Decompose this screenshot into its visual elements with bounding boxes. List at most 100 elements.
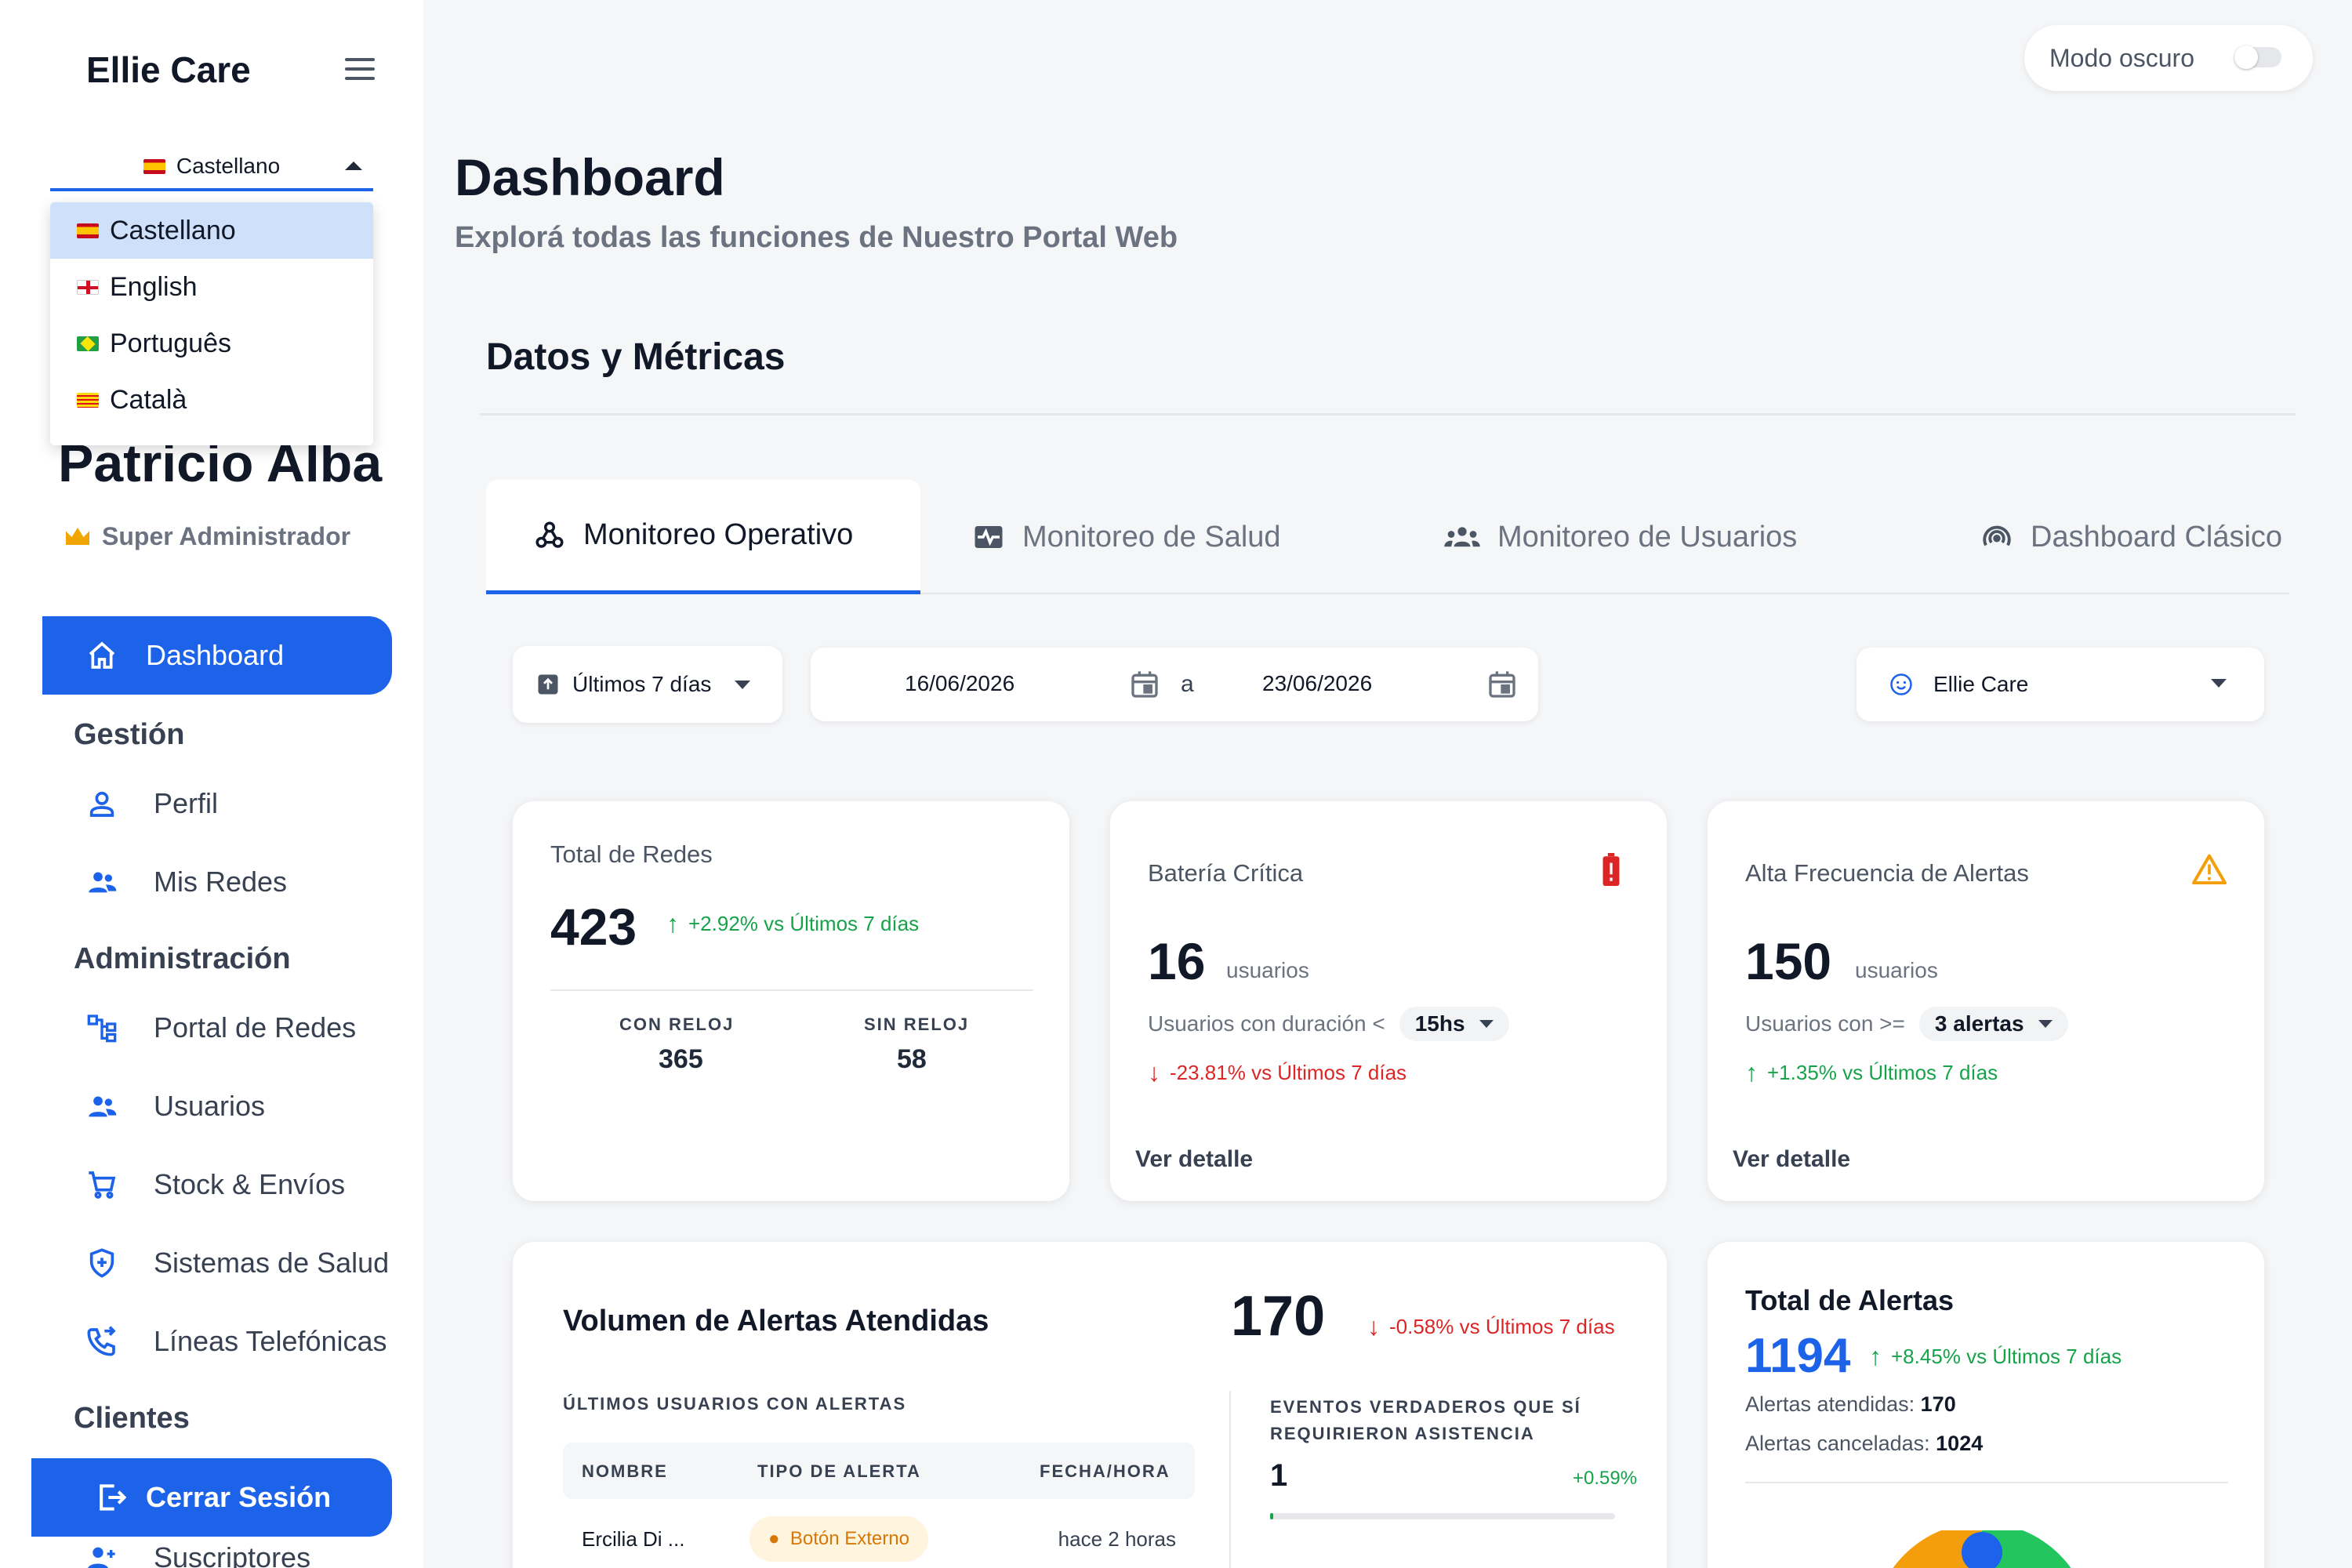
arrow-up-icon: ↑: [1745, 1058, 1758, 1087]
column-header: FECHA/HORA: [1040, 1461, 1171, 1481]
main-content: Modo oscuro Dashboard Explorá todas las …: [423, 0, 2352, 1568]
nav-section-administracion: Administración: [74, 942, 291, 975]
nav-dashboard[interactable]: Dashboard: [42, 616, 392, 695]
bateria-value: 16: [1148, 932, 1206, 990]
england-flag-icon: [77, 279, 99, 295]
smiley-logo-icon: [1890, 673, 1912, 695]
alertas-atendidas: Alertas atendidas: 170: [1745, 1392, 1956, 1416]
tab-monitoreo-usuarios[interactable]: Monitoreo de Usuarios: [1444, 480, 1797, 594]
card-total-alertas: Total de Alertas 1194 ↑ +8.45% vs Último…: [1708, 1242, 2264, 1568]
language-option-portugues[interactable]: Português: [50, 315, 373, 372]
caret-down-icon: [735, 680, 751, 689]
bateria-unit: usuarios: [1226, 958, 1309, 982]
sin-reloj-label: SIN RELOJ: [864, 1014, 970, 1034]
card-label: Total de Redes: [550, 840, 713, 868]
nav-lineas[interactable]: Líneas Telefónicas: [86, 1325, 387, 1358]
group-icon: [89, 872, 117, 893]
card-alta-frecuencia: Alta Frecuencia de Alertas 150 usuarios …: [1708, 801, 2264, 1201]
toggle-switch[interactable]: [2234, 45, 2281, 69]
card-label: Alta Frecuencia de Alertas: [1745, 859, 2029, 887]
language-option-english[interactable]: English: [50, 259, 373, 315]
nav-mis-redes[interactable]: Mis Redes: [86, 866, 287, 898]
date-range-separator: a: [1181, 671, 1194, 697]
dark-mode-toggle[interactable]: Modo oscuro: [2024, 25, 2313, 91]
language-menu: Castellano English Português Català: [50, 202, 373, 445]
row-nombre: Ercilia Di ...: [582, 1527, 685, 1551]
spain-flag-icon: [143, 158, 165, 174]
hierarchy-icon: [87, 1014, 117, 1043]
catalonia-flag-icon: [77, 392, 99, 408]
crown-icon: [66, 528, 89, 545]
monitor-heart-icon: [975, 526, 1003, 548]
total-redes-value: 423: [550, 898, 637, 956]
eventos-value: 1: [1270, 1458, 1288, 1493]
groups-icon: [1444, 527, 1480, 547]
caret-down-icon: [1479, 1020, 1494, 1028]
nav-portal-redes[interactable]: Portal de Redes: [86, 1011, 356, 1044]
con-reloj-value: 365: [659, 1044, 703, 1074]
nav-perfil[interactable]: Perfil: [86, 787, 218, 820]
language-selected: Castellano: [176, 154, 281, 178]
alert-type-badge: ● Botón Externo: [750, 1516, 928, 1562]
spain-flag-icon: [77, 223, 99, 238]
nav-suscriptores[interactable]: Suscriptores: [86, 1541, 310, 1568]
con-reloj-label: CON RELOJ: [619, 1014, 735, 1034]
logout-button[interactable]: Cerrar Sesión: [31, 1458, 392, 1537]
nav-section-gestion: Gestión: [74, 718, 185, 751]
arrow-up-icon: ↑: [1869, 1342, 1882, 1370]
date-to-input[interactable]: 23/06/2026: [1262, 671, 1373, 695]
access-point-icon: [1983, 525, 2011, 546]
duration-select[interactable]: 15hs: [1399, 1007, 1509, 1041]
tab-dashboard-clasico[interactable]: Dashboard Clásico: [1980, 480, 2282, 594]
alta-frecuencia-delta: ↑ +1.35% vs Últimos 7 días: [1745, 1058, 1998, 1087]
menu-icon[interactable]: [345, 58, 375, 80]
tab-monitoreo-salud[interactable]: Monitoreo de Salud: [972, 480, 1281, 594]
home-icon: [89, 641, 115, 669]
caret-down-icon: [2211, 679, 2227, 688]
card-bateria-critica: Batería Crítica 16 usuarios Usuarios con…: [1110, 801, 1667, 1201]
ver-detalle-link[interactable]: Ver detalle: [1135, 1146, 1254, 1172]
alta-frecuencia-filter: Usuarios con >= 3 alertas: [1745, 1007, 2068, 1041]
cart-icon: [89, 1171, 116, 1199]
language-option-castellano[interactable]: Castellano: [50, 202, 373, 259]
alertas-canceladas: Alertas canceladas: 1024: [1745, 1432, 1984, 1455]
shield-plus-icon: [89, 1248, 114, 1278]
nav-sistemas-salud[interactable]: Sistemas de Salud: [86, 1247, 389, 1279]
card-label: Batería Crítica: [1148, 859, 1304, 887]
date-range: 16/06/2026 a 23/06/2026: [811, 648, 1538, 721]
calendar-icon[interactable]: [1486, 668, 1518, 701]
card-divider: [550, 989, 1033, 991]
caret-up-icon: [345, 162, 362, 170]
ver-detalle-link[interactable]: Ver detalle: [1733, 1146, 1851, 1172]
nav-stock[interactable]: Stock & Envíos: [86, 1168, 345, 1201]
page-title: Dashboard: [455, 148, 725, 206]
tab-monitoreo-operativo[interactable]: Monitoreo Operativo: [486, 480, 920, 594]
period-select[interactable]: Últimos 7 días: [513, 646, 782, 723]
row-fecha: hace 2 horas: [1058, 1527, 1176, 1551]
organization-select[interactable]: Ellie Care: [1857, 648, 2264, 721]
section-title: Datos y Métricas: [486, 336, 786, 378]
person-icon: [89, 791, 114, 817]
alert-count-select[interactable]: 3 alertas: [1918, 1007, 2068, 1041]
donut-segment-canceladas: [1982, 1530, 2071, 1568]
user-role: Super Administrador: [66, 522, 350, 551]
eventos-delta: +0.59%: [1573, 1468, 1638, 1489]
column-header: TIPO DE ALERTA: [757, 1461, 921, 1481]
table-header: NOMBRE TIPO DE ALERTA FECHA/HORA: [563, 1443, 1195, 1499]
page-subtitle: Explorá todas las funciones de Nuestro P…: [455, 221, 1178, 254]
language-select[interactable]: Castellano: [50, 144, 373, 191]
card-total-redes: Total de Redes 423 ↑ +2.92% vs Últimos 7…: [513, 801, 1069, 1201]
section-divider: [480, 413, 2296, 416]
alerts-donut-chart: [1893, 1530, 2071, 1568]
date-from-input[interactable]: 16/06/2026: [905, 671, 1015, 695]
donut-marker: [1962, 1532, 2002, 1568]
nav-section-clientes: Clientes: [74, 1402, 190, 1435]
caret-down-icon: [2038, 1020, 2053, 1028]
table-row[interactable]: Ercilia Di ... ● Botón Externo hace 2 ho…: [563, 1512, 1195, 1566]
calendar-icon[interactable]: [1129, 668, 1160, 701]
phone-forward-icon: [87, 1326, 116, 1356]
nav-usuarios[interactable]: Usuarios: [86, 1090, 265, 1123]
group-icon: [89, 1096, 117, 1117]
card-title: Volumen de Alertas Atendidas: [563, 1305, 989, 1338]
language-option-catala[interactable]: Català: [50, 372, 373, 428]
